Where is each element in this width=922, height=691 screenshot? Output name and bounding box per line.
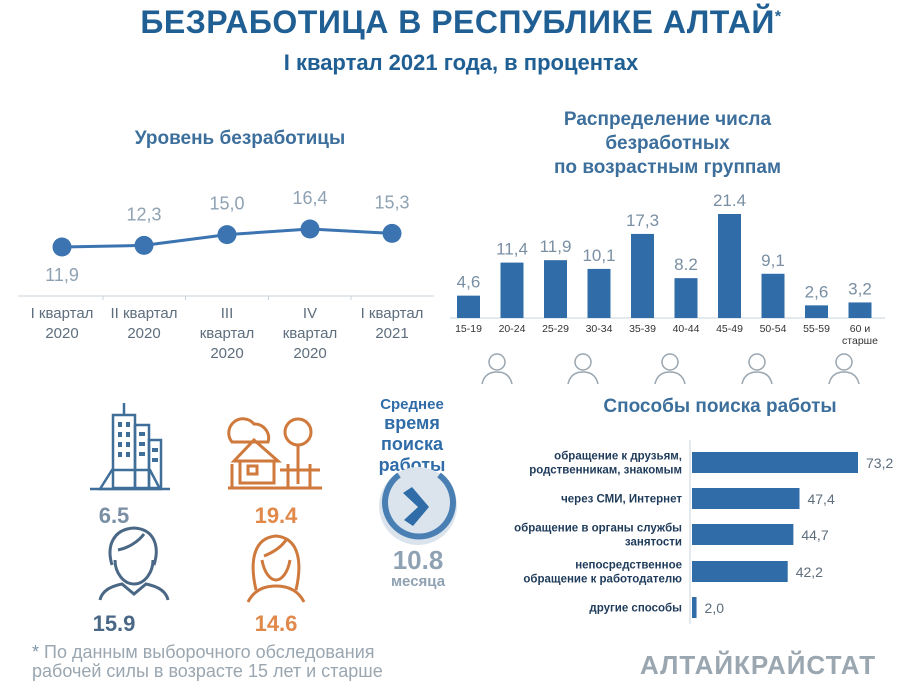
- line-x-label: 2020: [293, 345, 326, 362]
- age-bar-value: 2,6: [805, 282, 829, 301]
- age-bar-value: 21.4: [713, 191, 746, 210]
- search-time-unit: месяца: [390, 573, 446, 590]
- method-bar-value: 73,2: [866, 455, 893, 471]
- clock-arrow-icon: [379, 467, 457, 545]
- age-x-label: 30-34: [586, 323, 613, 335]
- line-point: [300, 219, 320, 239]
- age-bar-value: 10,1: [582, 246, 615, 265]
- age-bar-value: 11,9: [540, 237, 572, 256]
- age-x-label: 20-24: [499, 323, 526, 335]
- footnote: * По данным выборочного обследования раб…: [32, 642, 383, 681]
- method-bar: [692, 524, 794, 545]
- method-bar-value: 42,2: [796, 564, 823, 580]
- men-rate: 15.9: [92, 611, 136, 636]
- age-bar-value: 8.2: [674, 255, 698, 274]
- age-bar: [544, 260, 567, 318]
- method-bar: [692, 561, 788, 582]
- line-value-label: 11,9: [45, 265, 79, 285]
- age-x-label: 50-54: [760, 323, 787, 335]
- line-point: [217, 225, 237, 245]
- method-label: обращение в органы службы: [514, 523, 682, 535]
- city-icon: [90, 403, 170, 491]
- women-rate: 14.6: [254, 611, 298, 636]
- method-bar-value: 47,4: [807, 491, 834, 507]
- person-icon: [741, 353, 773, 385]
- line-point: [382, 223, 402, 243]
- line-x-label: 2020: [210, 345, 243, 362]
- line-x-label: I квартал: [361, 305, 424, 322]
- search-methods-title: Способы поиска работы: [603, 396, 837, 417]
- age-bar: [805, 305, 828, 318]
- method-bar-value: 2,0: [705, 600, 725, 616]
- method-bar: [692, 452, 858, 473]
- method-bar-value: 44,7: [801, 527, 828, 543]
- line-x-label: 2020: [45, 325, 78, 342]
- line-point: [52, 237, 72, 257]
- age-bar: [500, 262, 524, 318]
- person-icon: [567, 353, 599, 385]
- age-chart-title: Распределение числа безработных по возра…: [553, 109, 782, 178]
- age-bar: [457, 295, 480, 318]
- age-bar: [587, 268, 611, 318]
- search-time-value: 10.8: [392, 545, 444, 575]
- age-bar: [718, 214, 741, 318]
- line-point: [134, 235, 154, 255]
- line-x-label: 2020: [127, 325, 160, 342]
- age-x-label: 25-29: [542, 323, 569, 335]
- rural-rate: 19.4: [254, 503, 298, 528]
- age-bar-value: 9,1: [761, 251, 785, 270]
- line-x-label: II квартал: [110, 305, 177, 322]
- person-icon: [828, 353, 860, 385]
- age-bar: [674, 278, 698, 318]
- search-time-title: Среднее время поиска работы: [378, 396, 446, 475]
- house-icon: [227, 417, 322, 490]
- age-x-label: 40-44: [673, 323, 700, 335]
- line-value-label: 15,3: [374, 192, 409, 212]
- line-x-label: 2021: [375, 325, 408, 342]
- age-x-label: 60 и: [850, 323, 871, 335]
- line-value-label: 12,3: [126, 204, 161, 224]
- age-bar: [848, 302, 872, 318]
- method-bar: [692, 597, 697, 618]
- line-x-label: квартал: [200, 325, 255, 342]
- method-label: непосредственное: [575, 560, 682, 572]
- age-bar: [761, 273, 785, 318]
- page-title: БЕЗРАБОТИЦА В РЕСПУБЛИКЕ АЛТАЙ*: [140, 4, 782, 40]
- method-label: обращение к друзьям,: [554, 451, 682, 463]
- line-x-label: I квартал: [31, 305, 94, 322]
- age-bar-value: 11,4: [496, 240, 528, 259]
- method-bar: [692, 488, 800, 509]
- line-value-label: 15,0: [209, 194, 244, 214]
- woman-icon: [246, 534, 306, 603]
- person-icon: [654, 353, 686, 385]
- age-bar: [631, 233, 654, 318]
- age-x-label: старше: [842, 335, 878, 347]
- man-icon: [98, 526, 170, 601]
- urban-rate: 6.5: [98, 503, 130, 528]
- method-label: другие способы: [589, 603, 682, 615]
- age-x-label: 15-19: [455, 323, 482, 335]
- method-label: занятости: [625, 537, 682, 549]
- line-value-label: 16,4: [292, 188, 327, 208]
- age-bar-value: 3,2: [848, 279, 872, 298]
- age-x-label: 35-39: [629, 323, 656, 335]
- person-icon: [481, 353, 513, 385]
- age-x-label: 55-59: [803, 323, 830, 335]
- method-label: родственникам, знакомым: [529, 465, 682, 477]
- line-x-label: III: [221, 305, 234, 322]
- method-label: обращение к работодателю: [523, 574, 682, 586]
- brand-logo: АЛТАЙКРАЙСТАТ: [640, 650, 877, 680]
- method-label: через СМИ, Интернет: [561, 494, 682, 506]
- line-x-label: IV: [303, 305, 317, 322]
- line-x-label: квартал: [283, 325, 338, 342]
- age-bar-value: 17,3: [626, 211, 659, 230]
- line-chart-title: Уровень безработицы: [134, 128, 346, 149]
- page-subtitle: I квартал 2021 года, в процентах: [283, 50, 639, 75]
- age-x-label: 45-49: [716, 323, 743, 335]
- age-person-icons: [481, 353, 860, 385]
- age-bar-value: 4,6: [457, 273, 481, 292]
